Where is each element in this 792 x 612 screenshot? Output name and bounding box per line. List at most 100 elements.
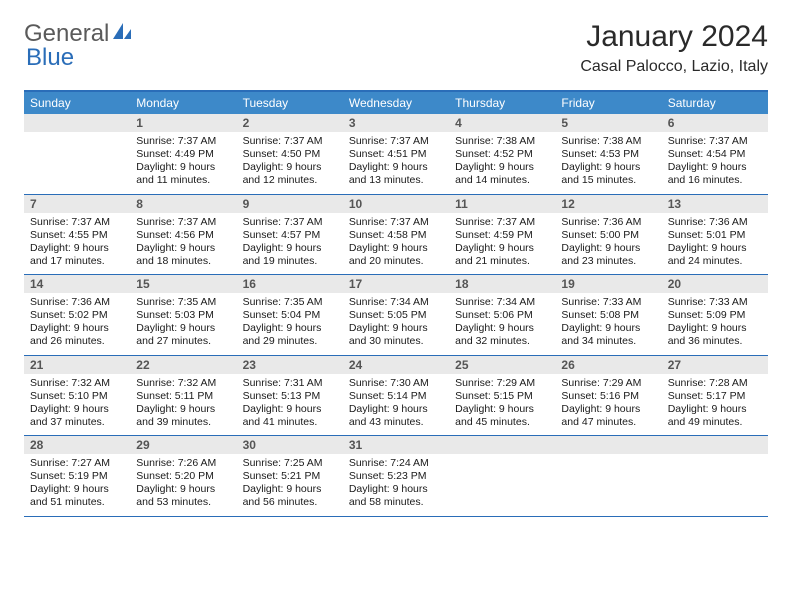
calendar-day-cell: 15 Sunrise: 7:35 AMSunset: 5:03 PMDayligh… xyxy=(130,275,236,355)
day-number: 14 xyxy=(24,275,130,293)
calendar-day-cell: 30 Sunrise: 7:25 AMSunset: 5:21 PMDayligh… xyxy=(237,436,343,516)
calendar-week-row: 1 Sunrise: 7:37 AMSunset: 4:49 PMDaylight… xyxy=(24,114,768,195)
day-number: 8 xyxy=(130,195,236,213)
day-number: 20 xyxy=(662,275,768,293)
calendar-day-cell: 29Sunrise: 7:26 AMSunset: 5:20 PMDayligh… xyxy=(130,436,236,516)
calendar-day-cell: 26 Sunrise: 7:29 AMSunset: 5:16 PMDayligh… xyxy=(555,356,661,436)
calendar-day-cell: 10 Sunrise: 7:37 AMSunset: 4:58 PMDayligh… xyxy=(343,195,449,275)
page-header: General January 2024 Casal Palocco, Lazi… xyxy=(24,20,768,76)
day-number: 1 xyxy=(130,114,236,132)
calendar: SundayMondayTuesdayWednesdayThursdayFrid… xyxy=(24,90,768,517)
calendar-day-cell: 24Sunrise: 7:30 AMSunset: 5:14 PMDayligh… xyxy=(343,356,449,436)
day-number: 22 xyxy=(130,356,236,374)
day-number: 23 xyxy=(237,356,343,374)
weekday-header: Sunday xyxy=(24,92,130,114)
day-detail-text: Sunrise: 7:29 AMSunset: 5:16 PMDaylight:… xyxy=(555,377,661,430)
day-detail-text: Sunrise: 7:33 AMSunset: 5:08 PMDaylight:… xyxy=(555,296,661,349)
calendar-day-cell: 2 Sunrise: 7:37 AMSunset: 4:50 PMDaylight… xyxy=(237,114,343,194)
weekday-header: Thursday xyxy=(449,92,555,114)
day-number: 9 xyxy=(237,195,343,213)
day-detail-text: Sunrise: 7:36 AMSunset: 5:01 PMDaylight:… xyxy=(662,216,768,269)
calendar-week-row: 21 Sunrise: 7:32 AMSunset: 5:10 PMDayligh… xyxy=(24,356,768,437)
day-detail-text: Sunrise: 7:37 AMSunset: 4:50 PMDaylight:… xyxy=(237,135,343,188)
calendar-day-cell: 17Sunrise: 7:34 AMSunset: 5:05 PMDayligh… xyxy=(343,275,449,355)
calendar-day-cell: 5 Sunrise: 7:38 AMSunset: 4:53 PMDaylight… xyxy=(555,114,661,194)
day-detail-text: Sunrise: 7:33 AMSunset: 5:09 PMDaylight:… xyxy=(662,296,768,349)
location-subtitle: Casal Palocco, Lazio, Italy xyxy=(580,58,768,76)
calendar-day-cell: 16 Sunrise: 7:35 AMSunset: 5:04 PMDayligh… xyxy=(237,275,343,355)
weekday-header: Friday xyxy=(555,92,661,114)
day-detail-text: Sunrise: 7:32 AMSunset: 5:11 PMDaylight:… xyxy=(130,377,236,430)
calendar-body: 1 Sunrise: 7:37 AMSunset: 4:49 PMDaylight… xyxy=(24,114,768,517)
month-title: January 2024 xyxy=(580,20,768,54)
calendar-day-cell: 27 Sunrise: 7:28 AMSunset: 5:17 PMDayligh… xyxy=(662,356,768,436)
day-number: 5 xyxy=(555,114,661,132)
day-detail-text: Sunrise: 7:25 AMSunset: 5:21 PMDaylight:… xyxy=(237,457,343,510)
day-number: 28 xyxy=(24,436,130,454)
day-number: 4 xyxy=(449,114,555,132)
day-number: 7 xyxy=(24,195,130,213)
day-detail-text: Sunrise: 7:37 AMSunset: 4:55 PMDaylight:… xyxy=(24,216,130,269)
calendar-weekday-row: SundayMondayTuesdayWednesdayThursdayFrid… xyxy=(24,92,768,114)
calendar-day-cell xyxy=(662,436,768,516)
calendar-day-cell: 14Sunrise: 7:36 AMSunset: 5:02 PMDayligh… xyxy=(24,275,130,355)
day-detail-text: Sunrise: 7:37 AMSunset: 4:57 PMDaylight:… xyxy=(237,216,343,269)
calendar-day-cell: 21 Sunrise: 7:32 AMSunset: 5:10 PMDayligh… xyxy=(24,356,130,436)
day-number: 12 xyxy=(555,195,661,213)
day-number: 29 xyxy=(130,436,236,454)
day-detail-text: Sunrise: 7:36 AMSunset: 5:00 PMDaylight:… xyxy=(555,216,661,269)
title-block: January 2024 Casal Palocco, Lazio, Italy xyxy=(580,20,768,76)
sail-icon xyxy=(111,20,133,48)
day-detail-text: Sunrise: 7:28 AMSunset: 5:17 PMDaylight:… xyxy=(662,377,768,430)
day-detail-text: Sunrise: 7:24 AMSunset: 5:23 PMDaylight:… xyxy=(343,457,449,510)
day-detail-text: Sunrise: 7:30 AMSunset: 5:14 PMDaylight:… xyxy=(343,377,449,430)
calendar-week-row: 7 Sunrise: 7:37 AMSunset: 4:55 PMDaylight… xyxy=(24,195,768,276)
brand-text-2: Blue xyxy=(26,44,74,72)
weekday-header: Tuesday xyxy=(237,92,343,114)
calendar-day-cell: 11 Sunrise: 7:37 AMSunset: 4:59 PMDayligh… xyxy=(449,195,555,275)
day-number: 13 xyxy=(662,195,768,213)
day-number: 25 xyxy=(449,356,555,374)
day-number: 31 xyxy=(343,436,449,454)
calendar-day-cell: 3 Sunrise: 7:37 AMSunset: 4:51 PMDaylight… xyxy=(343,114,449,194)
calendar-day-cell xyxy=(555,436,661,516)
calendar-day-cell: 25 Sunrise: 7:29 AMSunset: 5:15 PMDayligh… xyxy=(449,356,555,436)
day-detail-text: Sunrise: 7:32 AMSunset: 5:10 PMDaylight:… xyxy=(24,377,130,430)
day-detail-text: Sunrise: 7:37 AMSunset: 4:49 PMDaylight:… xyxy=(130,135,236,188)
calendar-day-cell: 23 Sunrise: 7:31 AMSunset: 5:13 PMDayligh… xyxy=(237,356,343,436)
day-detail-text: Sunrise: 7:31 AMSunset: 5:13 PMDaylight:… xyxy=(237,377,343,430)
day-detail-text: Sunrise: 7:35 AMSunset: 5:04 PMDaylight:… xyxy=(237,296,343,349)
day-number: 15 xyxy=(130,275,236,293)
day-number: 10 xyxy=(343,195,449,213)
day-number: 26 xyxy=(555,356,661,374)
calendar-day-cell: 1 Sunrise: 7:37 AMSunset: 4:49 PMDaylight… xyxy=(130,114,236,194)
calendar-day-cell: 9 Sunrise: 7:37 AMSunset: 4:57 PMDaylight… xyxy=(237,195,343,275)
day-detail-text: Sunrise: 7:37 AMSunset: 4:51 PMDaylight:… xyxy=(343,135,449,188)
day-detail-text: Sunrise: 7:37 AMSunset: 4:58 PMDaylight:… xyxy=(343,216,449,269)
day-number: 11 xyxy=(449,195,555,213)
day-number: 19 xyxy=(555,275,661,293)
day-detail-text: Sunrise: 7:37 AMSunset: 4:56 PMDaylight:… xyxy=(130,216,236,269)
day-number: 2 xyxy=(237,114,343,132)
day-detail-text: Sunrise: 7:34 AMSunset: 5:06 PMDaylight:… xyxy=(449,296,555,349)
day-detail-text: Sunrise: 7:37 AMSunset: 4:59 PMDaylight:… xyxy=(449,216,555,269)
day-number: 3 xyxy=(343,114,449,132)
day-detail-text: Sunrise: 7:38 AMSunset: 4:53 PMDaylight:… xyxy=(555,135,661,188)
weekday-header: Monday xyxy=(130,92,236,114)
calendar-day-cell: 6Sunrise: 7:37 AMSunset: 4:54 PMDaylight… xyxy=(662,114,768,194)
day-number xyxy=(662,436,768,454)
day-number: 6 xyxy=(662,114,768,132)
calendar-day-cell: 22 Sunrise: 7:32 AMSunset: 5:11 PMDayligh… xyxy=(130,356,236,436)
day-detail-text: Sunrise: 7:35 AMSunset: 5:03 PMDaylight:… xyxy=(130,296,236,349)
day-detail-text: Sunrise: 7:29 AMSunset: 5:15 PMDaylight:… xyxy=(449,377,555,430)
calendar-day-cell xyxy=(24,114,130,194)
calendar-week-row: 28Sunrise: 7:27 AMSunset: 5:19 PMDayligh… xyxy=(24,436,768,517)
day-number: 30 xyxy=(237,436,343,454)
day-detail-text: Sunrise: 7:38 AMSunset: 4:52 PMDaylight:… xyxy=(449,135,555,188)
day-number xyxy=(555,436,661,454)
day-number: 21 xyxy=(24,356,130,374)
day-number: 16 xyxy=(237,275,343,293)
calendar-day-cell: 19 Sunrise: 7:33 AMSunset: 5:08 PMDayligh… xyxy=(555,275,661,355)
calendar-day-cell: 7 Sunrise: 7:37 AMSunset: 4:55 PMDaylight… xyxy=(24,195,130,275)
day-number: 27 xyxy=(662,356,768,374)
